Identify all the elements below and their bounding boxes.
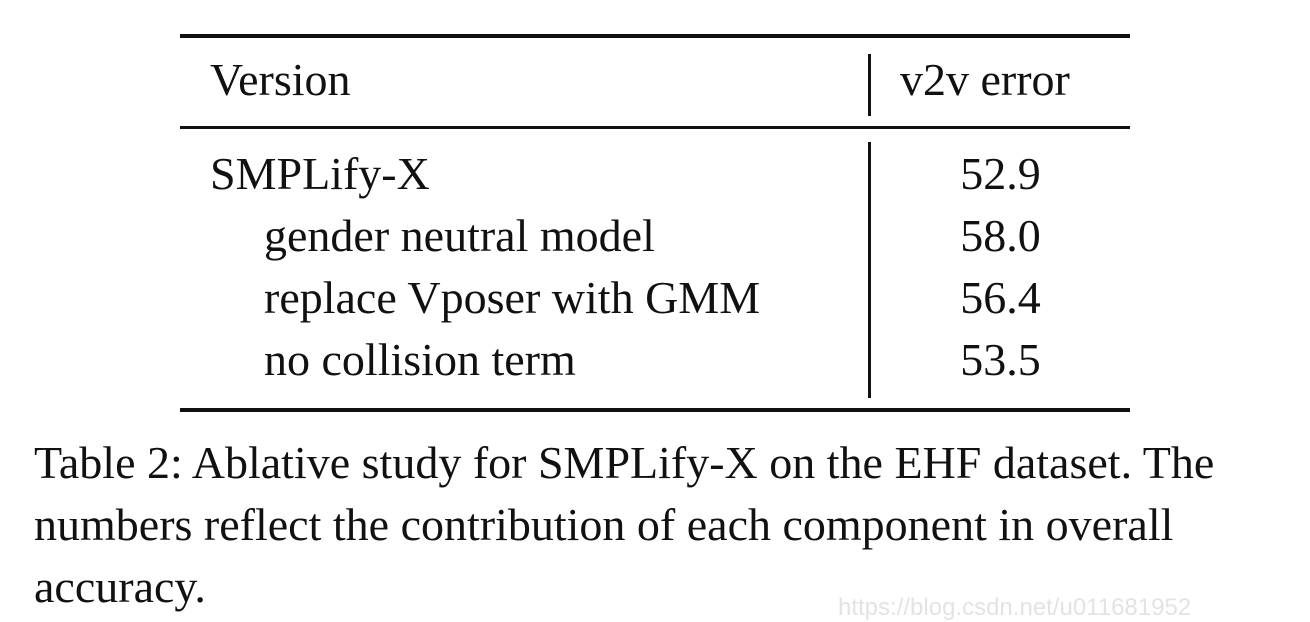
row-error: 56.4 [960,272,1041,323]
body-column-divider [868,142,871,398]
row-version: no collision term [264,334,576,385]
row-version: replace Vposer with GMM [264,272,761,323]
caption-label: Table 2: [34,437,183,488]
row-error: 58.0 [960,210,1041,261]
row-error: 53.5 [960,334,1041,385]
header-version: Version [210,54,351,105]
header-column-divider [868,54,871,116]
table-caption: Table 2: Ablative study for SMPLify-X on… [34,432,1304,618]
row-version: SMPLify-X [210,148,430,199]
caption-text: Ablative study for SMPLify-X on the EHF … [34,437,1215,612]
watermark-text: https://blog.csdn.net/u011681952 [838,594,1192,621]
header-v2v-error: v2v error [900,54,1070,105]
table-top-rule [180,34,1130,38]
row-error: 52.9 [960,148,1041,199]
row-version: gender neutral model [264,210,655,261]
table-header-rule [180,126,1130,129]
table-bottom-rule [180,408,1130,412]
